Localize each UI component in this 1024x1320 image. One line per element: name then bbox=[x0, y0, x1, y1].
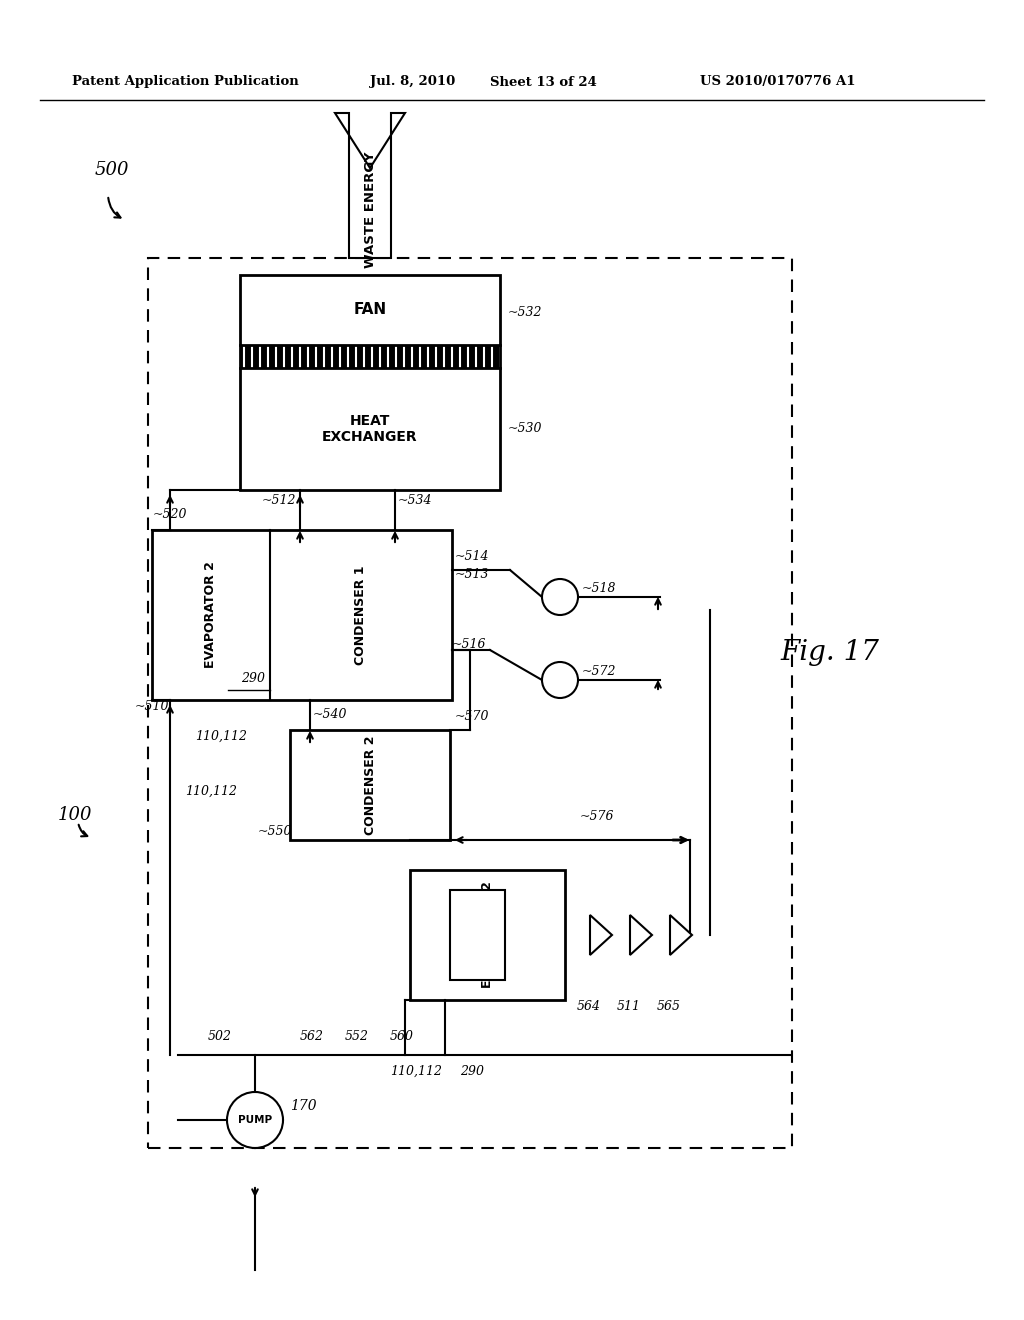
Text: ~530: ~530 bbox=[508, 422, 543, 436]
Text: EVAPORATOR 2: EVAPORATOR 2 bbox=[481, 882, 494, 989]
Text: EVAPORATOR 2: EVAPORATOR 2 bbox=[205, 561, 217, 668]
Polygon shape bbox=[670, 915, 692, 954]
Bar bbox=[241, 345, 499, 368]
Bar bbox=[152, 531, 452, 700]
Text: Jul. 8, 2010: Jul. 8, 2010 bbox=[370, 75, 456, 88]
Text: CONDENSER 2: CONDENSER 2 bbox=[364, 735, 377, 834]
Text: 562: 562 bbox=[300, 1030, 324, 1043]
Circle shape bbox=[542, 663, 578, 698]
Text: ~576: ~576 bbox=[580, 810, 614, 822]
Text: 500: 500 bbox=[95, 161, 129, 180]
Text: ~540: ~540 bbox=[313, 708, 347, 721]
Text: ~518: ~518 bbox=[582, 582, 616, 595]
Text: 100: 100 bbox=[58, 807, 92, 824]
Text: ~512: ~512 bbox=[262, 494, 297, 507]
Polygon shape bbox=[335, 114, 406, 257]
Text: 170: 170 bbox=[290, 1100, 316, 1113]
Text: ~532: ~532 bbox=[508, 306, 543, 319]
Text: 511: 511 bbox=[617, 1001, 641, 1012]
Text: Sheet 13 of 24: Sheet 13 of 24 bbox=[490, 75, 597, 88]
Text: PUMP: PUMP bbox=[238, 1115, 272, 1125]
Text: WASTE ENERGY: WASTE ENERGY bbox=[364, 152, 377, 268]
Text: ~510: ~510 bbox=[135, 700, 170, 713]
Text: ~514: ~514 bbox=[455, 550, 489, 564]
Text: 290: 290 bbox=[241, 672, 265, 685]
Text: ~550: ~550 bbox=[258, 825, 293, 838]
Bar bbox=[240, 275, 500, 490]
Text: 110,112: 110,112 bbox=[195, 730, 247, 743]
Text: ~513: ~513 bbox=[455, 568, 489, 581]
Text: Fig. 17: Fig. 17 bbox=[780, 639, 880, 667]
Circle shape bbox=[227, 1092, 283, 1148]
Text: HEAT
EXCHANGER: HEAT EXCHANGER bbox=[323, 414, 418, 444]
Text: Patent Application Publication: Patent Application Publication bbox=[72, 75, 299, 88]
Text: 565: 565 bbox=[657, 1001, 681, 1012]
Text: ~520: ~520 bbox=[153, 508, 187, 521]
Text: ~534: ~534 bbox=[398, 494, 432, 507]
Bar bbox=[290, 730, 450, 840]
Polygon shape bbox=[630, 915, 652, 954]
Text: ~572: ~572 bbox=[582, 665, 616, 678]
Bar bbox=[410, 870, 565, 1001]
Text: 110,112: 110,112 bbox=[185, 785, 237, 799]
Text: ~570: ~570 bbox=[455, 710, 489, 723]
Bar bbox=[148, 257, 792, 1148]
Text: 552: 552 bbox=[345, 1030, 369, 1043]
Text: 290: 290 bbox=[460, 1065, 484, 1078]
Text: ~516: ~516 bbox=[452, 638, 486, 651]
Text: 502: 502 bbox=[208, 1030, 232, 1043]
Text: US 2010/0170776 A1: US 2010/0170776 A1 bbox=[700, 75, 855, 88]
Text: 560: 560 bbox=[390, 1030, 414, 1043]
Text: FAN: FAN bbox=[353, 302, 387, 318]
Text: 110,112: 110,112 bbox=[390, 1065, 442, 1078]
Circle shape bbox=[542, 579, 578, 615]
Text: 564: 564 bbox=[577, 1001, 601, 1012]
Bar bbox=[450, 890, 505, 979]
Text: CONDENSER 1: CONDENSER 1 bbox=[354, 565, 368, 665]
Polygon shape bbox=[590, 915, 612, 954]
